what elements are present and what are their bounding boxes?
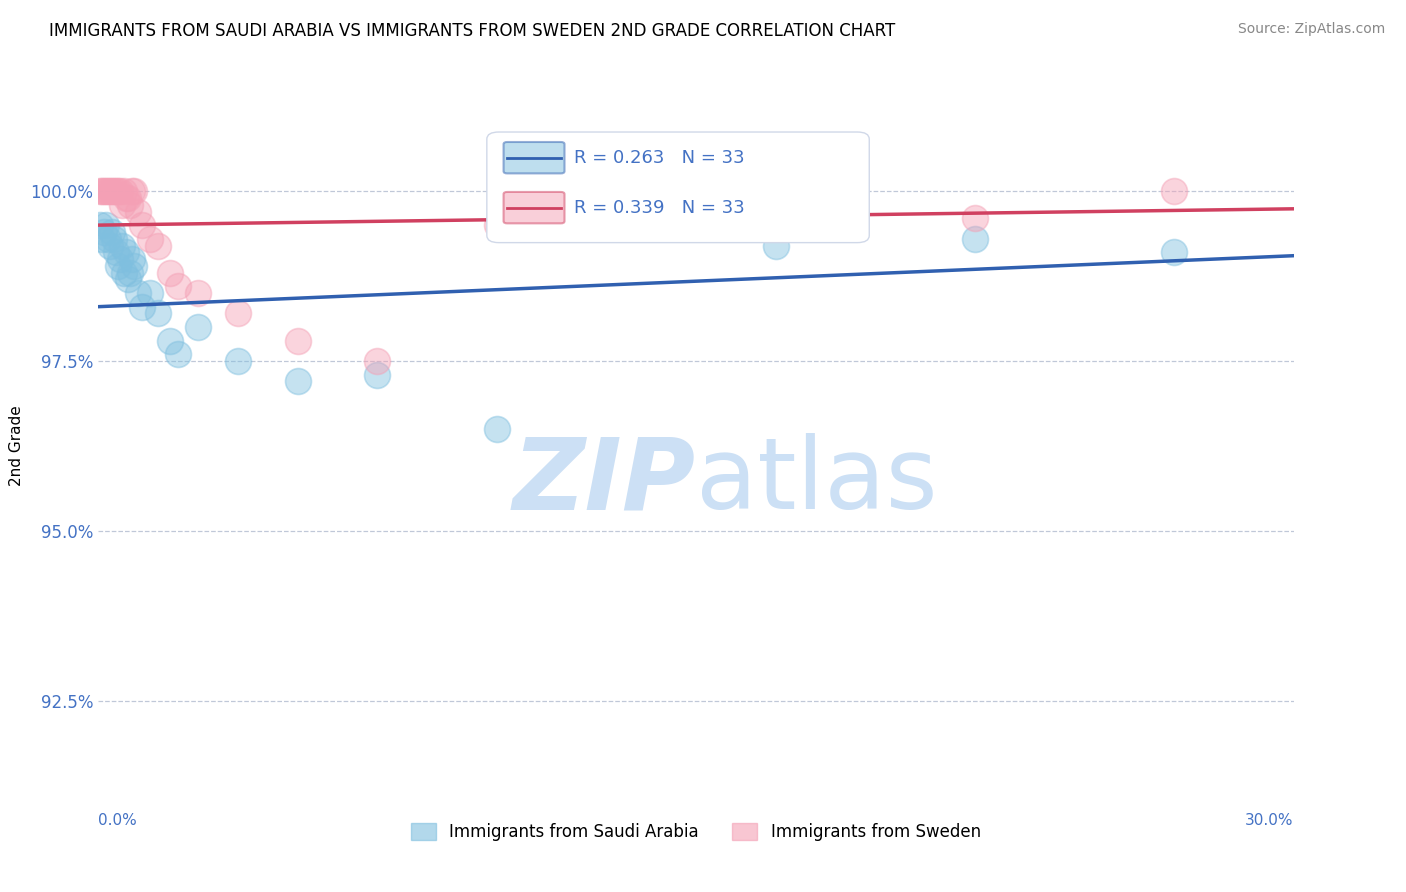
Point (187, 286, 209, 301)
Point (107, 184, 129, 198)
Point (93, 184, 115, 198)
FancyBboxPatch shape (503, 142, 565, 173)
Point (97, 232, 120, 246)
Point (485, 422, 508, 436)
Point (101, 184, 124, 198)
FancyBboxPatch shape (486, 132, 869, 243)
Point (120, 266, 142, 280)
Point (131, 300, 153, 314)
Y-axis label: 2nd Grade: 2nd Grade (8, 406, 24, 486)
Point (91, 232, 114, 246)
Text: Source: ZipAtlas.com: Source: ZipAtlas.com (1237, 22, 1385, 37)
Point (159, 266, 181, 280)
Point (485, 218, 508, 232)
Point (139, 286, 162, 301)
Point (148, 306, 170, 320)
Text: ZIP: ZIP (513, 434, 696, 530)
Point (139, 232, 162, 246)
Point (120, 198, 142, 212)
Point (112, 184, 135, 198)
Point (115, 191, 138, 205)
Point (103, 184, 125, 198)
Point (963, 211, 986, 226)
Text: R = 0.339   N = 33: R = 0.339 N = 33 (574, 199, 745, 217)
Point (89, 218, 111, 232)
Point (91, 184, 114, 198)
Point (103, 232, 125, 246)
Point (366, 368, 388, 382)
Point (131, 218, 153, 232)
Point (124, 184, 146, 198)
Text: atlas: atlas (696, 434, 938, 530)
Point (117, 191, 139, 205)
Point (111, 238, 134, 252)
Point (96, 184, 118, 198)
Point (287, 334, 309, 348)
Point (93, 225, 115, 239)
Point (98, 184, 122, 198)
Point (1163, 245, 1185, 260)
Point (159, 334, 181, 348)
Point (124, 259, 146, 273)
Point (97, 184, 120, 198)
Point (765, 238, 787, 252)
Point (117, 272, 139, 286)
Text: 30.0%: 30.0% (1246, 813, 1294, 828)
Point (1163, 184, 1185, 198)
Point (98, 238, 122, 252)
Point (963, 232, 986, 246)
Point (101, 225, 124, 239)
Point (645, 218, 668, 232)
Point (111, 198, 134, 212)
Point (121, 252, 143, 266)
Point (187, 320, 209, 334)
Point (167, 347, 190, 361)
Point (89, 184, 111, 198)
Point (366, 354, 388, 368)
Point (110, 184, 132, 198)
Text: 0.0%: 0.0% (98, 813, 138, 828)
Legend: Immigrants from Saudi Arabia, Immigrants from Sweden: Immigrants from Saudi Arabia, Immigrants… (405, 816, 987, 848)
Point (127, 204, 149, 219)
FancyBboxPatch shape (503, 192, 565, 223)
Text: IMMIGRANTS FROM SAUDI ARABIA VS IMMIGRANTS FROM SWEDEN 2ND GRADE CORRELATION CHA: IMMIGRANTS FROM SAUDI ARABIA VS IMMIGRAN… (49, 22, 896, 40)
Point (96, 218, 118, 232)
Point (645, 204, 668, 219)
Point (148, 238, 170, 252)
Point (765, 218, 787, 232)
Point (287, 375, 309, 389)
Point (112, 266, 135, 280)
Point (107, 259, 129, 273)
Point (226, 306, 249, 320)
Point (121, 184, 143, 198)
Point (127, 286, 149, 301)
Point (167, 279, 190, 293)
Point (110, 252, 132, 266)
Point (226, 354, 249, 368)
Point (105, 245, 128, 260)
Point (105, 184, 128, 198)
Text: R = 0.263   N = 33: R = 0.263 N = 33 (574, 149, 745, 167)
Point (115, 245, 138, 260)
